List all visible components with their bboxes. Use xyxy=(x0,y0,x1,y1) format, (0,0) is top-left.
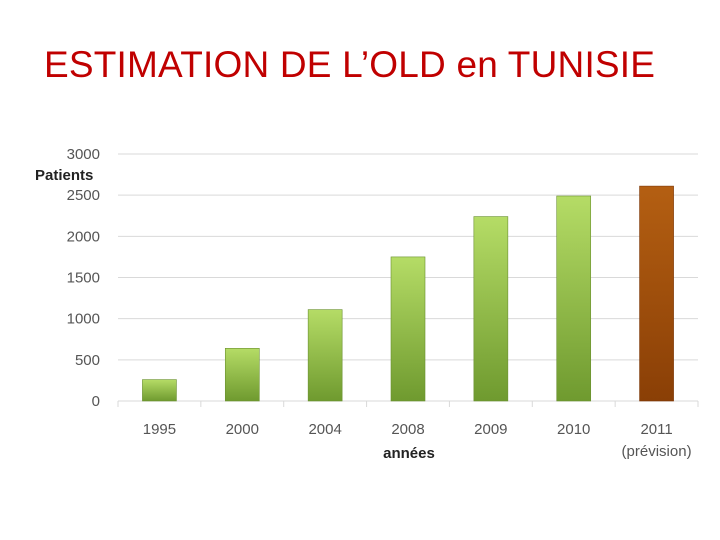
x-tick-label: 2004 xyxy=(308,421,341,438)
y-tick-label: 3000 xyxy=(67,146,100,163)
bar-2008 xyxy=(390,256,426,402)
bar-2004 xyxy=(307,309,343,402)
slide-title: ESTIMATION DE L’OLD en TUNISIE xyxy=(44,44,656,85)
y-axis-label: Patients xyxy=(35,167,93,184)
y-tick-label: 1500 xyxy=(67,270,100,287)
y-tick-label: 2500 xyxy=(67,187,100,204)
y-tick-label: 1000 xyxy=(67,311,100,328)
x-tick-labels: 1995 2000 2004 2008 2009 2010 2011 (prévision) xyxy=(143,421,692,460)
x-tick-label: 2000 xyxy=(226,421,259,438)
x-tick-label: 2008 xyxy=(391,421,424,438)
bar-2000 xyxy=(224,348,260,402)
bars xyxy=(142,185,674,402)
y-tick-label: 500 xyxy=(75,352,100,369)
bar-2011 xyxy=(639,185,674,402)
x-tick-label: 2010 xyxy=(557,421,590,438)
x-tick-sublabel: (prévision) xyxy=(622,443,692,460)
x-axis-label: années xyxy=(383,445,435,462)
bar-2010 xyxy=(556,195,592,402)
x-tick-label: 2009 xyxy=(474,421,507,438)
bar-1995 xyxy=(142,379,177,402)
y-tick-label: 2000 xyxy=(67,228,100,245)
bar-2009 xyxy=(473,216,509,402)
x-tick-label: 2011 xyxy=(640,421,672,438)
y-tick-label: 0 xyxy=(92,393,100,410)
y-tick-labels: 0 500 1000 1500 2000 2500 3000 xyxy=(67,146,100,410)
x-tick-label: 1995 xyxy=(143,421,176,438)
